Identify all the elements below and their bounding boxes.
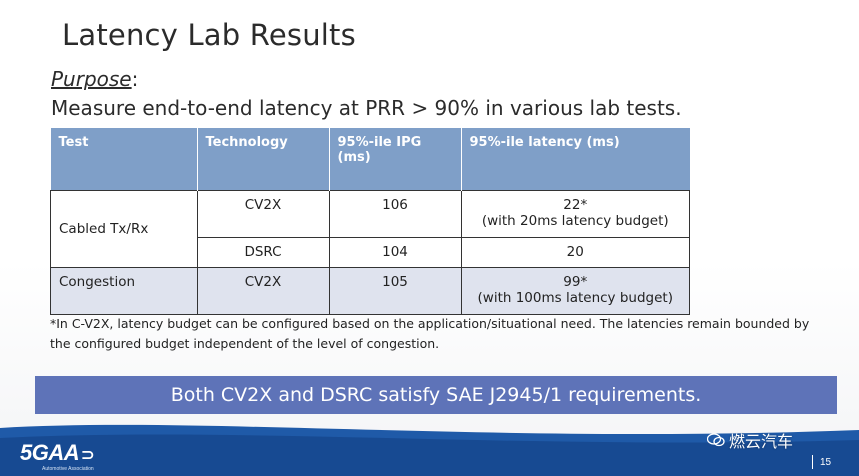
- table-header-row: Test Technology 95%-ile IPG (ms) 95%-ile…: [50, 128, 690, 191]
- footnote: *In C-V2X, latency budget can be configu…: [50, 316, 810, 351]
- watermark: 燃云汽车: [706, 428, 794, 452]
- footer-band: [0, 420, 859, 476]
- cell-test: Congestion: [50, 267, 198, 315]
- latency-value: 22*: [563, 197, 588, 213]
- table-row: DSRC 104 20: [51, 237, 690, 268]
- logo-text: 5GAA: [20, 440, 80, 465]
- purpose-label: Purpose:: [51, 67, 138, 91]
- cell-ipg: 104: [328, 237, 462, 268]
- latency-value: 99*: [563, 274, 588, 290]
- cell-ipg: 105: [328, 267, 462, 315]
- conclusion-banner: Both CV2X and DSRC satisfy SAE J2945/1 r…: [35, 376, 837, 414]
- header-ipg: 95%-ile IPG (ms): [328, 128, 461, 191]
- table-row: Congestion CV2X 105 99* (with 100ms late…: [50, 267, 690, 315]
- header-technology: Technology: [196, 128, 329, 191]
- cell-test: Cabled Tx/Rx: [50, 190, 198, 268]
- results-table: Test Technology 95%-ile IPG (ms) 95%-ile…: [50, 128, 690, 315]
- footer-wave: [0, 424, 859, 476]
- logo-subtext: Automotive Association: [42, 466, 94, 472]
- cell-technology: CV2X: [196, 267, 330, 315]
- watermark-text: 燃云汽车: [729, 432, 794, 451]
- page-number: 15: [820, 457, 832, 468]
- latency-note: (with 20ms latency budget): [481, 213, 669, 229]
- purpose-label-text: Purpose: [51, 67, 132, 91]
- logo-mark-icon: ⊃: [81, 447, 95, 464]
- cell-latency: 22* (with 20ms latency budget): [460, 190, 690, 238]
- page-separator: [812, 455, 813, 469]
- 5gaa-logo: 5GAA ⊃: [20, 440, 95, 466]
- cell-latency: 20: [460, 237, 690, 268]
- slide-title: Latency Lab Results: [62, 18, 356, 52]
- wechat-icon: [706, 432, 725, 451]
- purpose-colon: :: [131, 67, 139, 91]
- table-row: Cabled Tx/Rx CV2X 106 22* (with 20ms lat…: [50, 190, 690, 268]
- cell-technology: DSRC: [196, 237, 330, 268]
- purpose-text: Measure end-to-end latency at PRR > 90% …: [51, 96, 682, 120]
- cell-latency: 99* (with 100ms latency budget): [460, 267, 690, 315]
- header-latency: 95%-ile latency (ms): [460, 128, 690, 191]
- cell-technology: CV2X: [196, 190, 330, 238]
- latency-note: (with 100ms latency budget): [477, 290, 673, 306]
- header-test: Test: [50, 128, 197, 191]
- cell-ipg: 106: [328, 190, 462, 238]
